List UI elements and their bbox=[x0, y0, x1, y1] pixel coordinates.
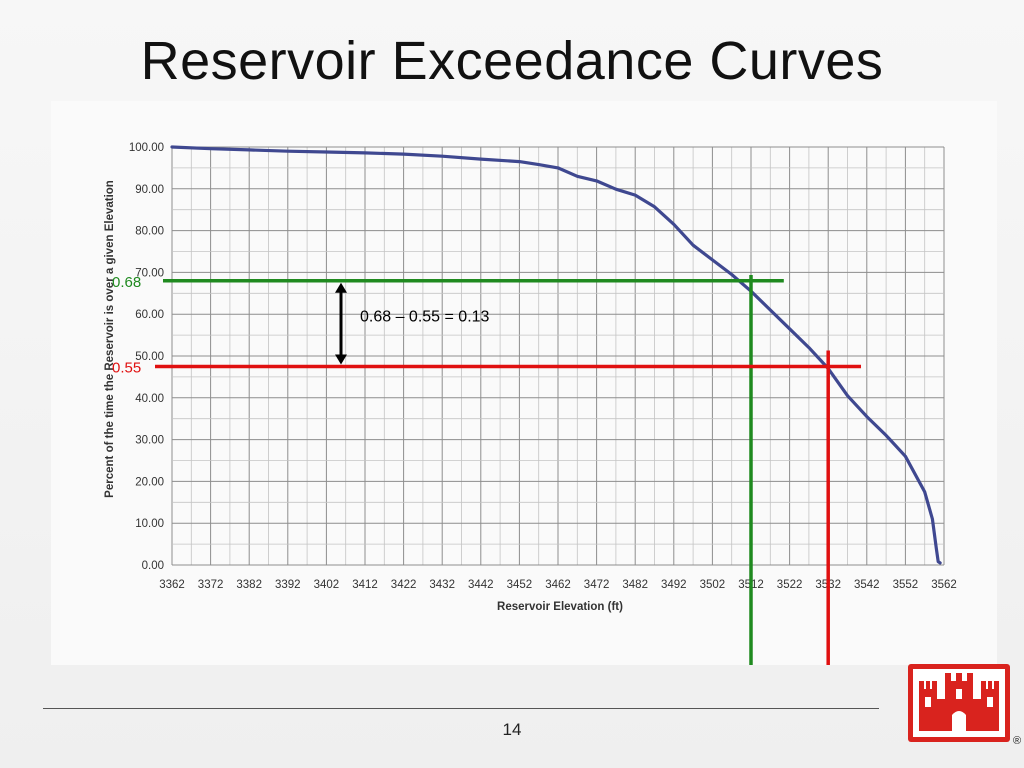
chart-panel: 0.00 10.00 20.00 30.00 40.00 50.00 60.00 70.00 8… bbox=[51, 101, 997, 665]
x-tick-label: 3452 bbox=[507, 579, 533, 591]
slide-title: Reservoir Exceedance Curves bbox=[140, 31, 884, 91]
page-number: 14 bbox=[502, 720, 522, 739]
grid-layer bbox=[171, 146, 945, 566]
difference-arrow-head-up bbox=[335, 282, 347, 293]
y-tick-label: 60.00 bbox=[135, 309, 164, 321]
x-tick-label: 3432 bbox=[429, 579, 455, 591]
y-tick-label: 100.00 bbox=[129, 142, 164, 154]
red-value-label: 0.55 bbox=[112, 359, 141, 376]
y-tick-label: 20.00 bbox=[135, 476, 164, 488]
y-tick-label: 90.00 bbox=[135, 184, 164, 196]
x-tick-label: 3542 bbox=[854, 579, 880, 591]
x-tick-label: 3442 bbox=[468, 579, 494, 591]
y-tick-label: 0.00 bbox=[142, 560, 164, 572]
footer-rule bbox=[43, 708, 879, 709]
x-tick-label: 3522 bbox=[777, 579, 803, 591]
y-tick-label: 80.00 bbox=[135, 226, 164, 238]
tick-labels: 0.00 10.00 20.00 30.00 40.00 50.00 60.00 70.00 8… bbox=[129, 142, 957, 591]
x-tick-label: 3382 bbox=[236, 579, 262, 591]
x-axis-label: Reservoir Elevation (ft) bbox=[497, 601, 623, 613]
x-tick-label: 3422 bbox=[391, 579, 417, 591]
x-tick-label: 3412 bbox=[352, 579, 378, 591]
difference-arrow-head-down bbox=[335, 354, 347, 365]
x-tick-label: 3492 bbox=[661, 579, 687, 591]
x-tick-label: 3552 bbox=[893, 579, 919, 591]
difference-text: 0.68 – 0.55 = 0.13 bbox=[360, 309, 490, 326]
y-tick-label: 50.00 bbox=[135, 351, 164, 363]
usace-castle-logo bbox=[908, 664, 1010, 742]
exceedance-chart: 0.00 10.00 20.00 30.00 40.00 50.00 60.00 70.00 8… bbox=[104, 142, 957, 665]
y-tick-label: 40.00 bbox=[135, 393, 164, 405]
annotation-layer: 0.68 0.55 0.68 – 0.55 = 0.13 bbox=[112, 274, 862, 665]
x-tick-label: 3362 bbox=[159, 579, 185, 591]
x-tick-label: 3372 bbox=[198, 579, 224, 591]
registered-mark: ® bbox=[1013, 735, 1022, 747]
y-axis-label: Percent of the time the Reservoir is ove… bbox=[104, 180, 116, 498]
green-value-label: 0.68 bbox=[112, 274, 141, 291]
y-tick-label: 70.00 bbox=[135, 267, 164, 279]
x-tick-label: 3562 bbox=[931, 579, 957, 591]
exceedance-curve bbox=[170, 145, 942, 565]
x-tick-label: 3482 bbox=[622, 579, 648, 591]
y-tick-label: 10.00 bbox=[135, 518, 164, 530]
x-tick-label: 3402 bbox=[314, 579, 340, 591]
x-tick-label: 3392 bbox=[275, 579, 301, 591]
x-tick-label: 3472 bbox=[584, 579, 610, 591]
y-tick-label: 30.00 bbox=[135, 435, 164, 447]
x-tick-label: 3462 bbox=[545, 579, 571, 591]
x-tick-label: 3502 bbox=[700, 579, 726, 591]
